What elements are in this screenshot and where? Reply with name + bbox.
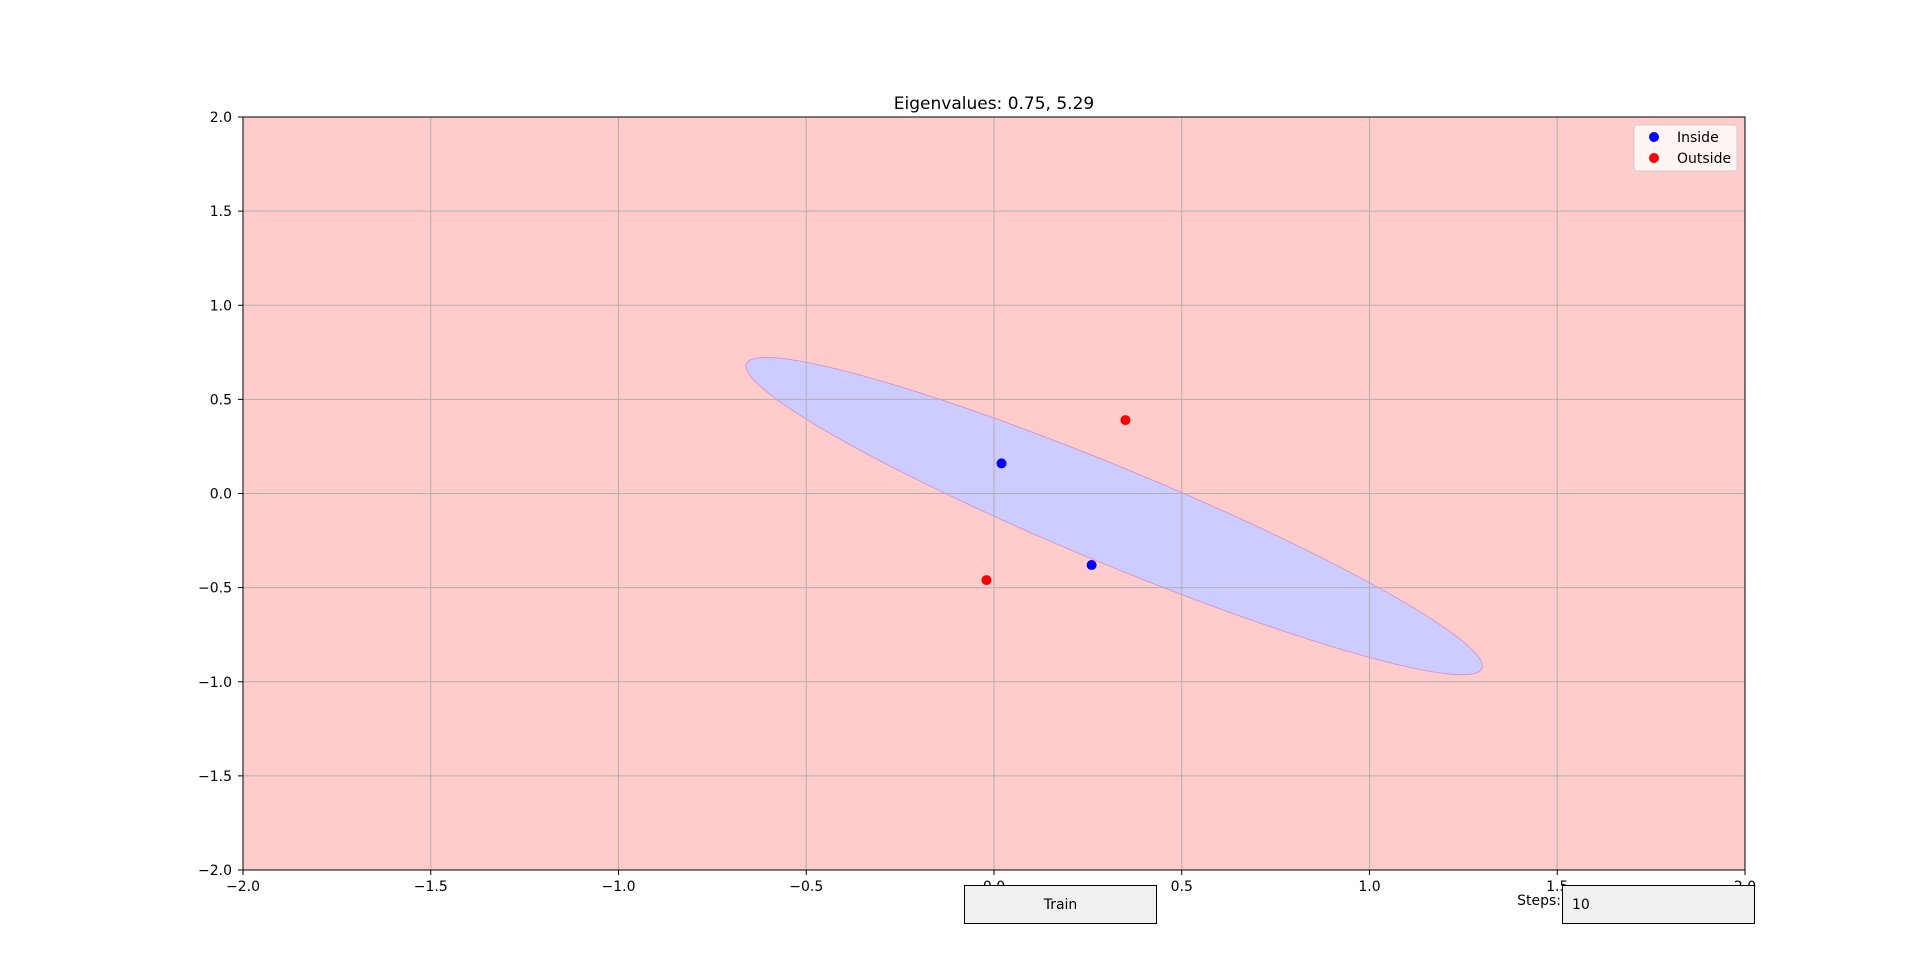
x-tick-label: −1.5 xyxy=(414,879,448,895)
x-axis: −2.0−1.5−1.0−0.50.00.51.01.52.0 xyxy=(226,870,1756,895)
inside-region-ellipse xyxy=(745,357,1483,676)
steps-input-value: 10 xyxy=(1572,896,1590,913)
inside-point xyxy=(996,458,1007,469)
y-tick-label: −1.5 xyxy=(198,769,232,785)
legend-outside-marker xyxy=(1649,153,1659,163)
legend-outside-label: Outside xyxy=(1677,151,1731,167)
x-tick-label: −1.0 xyxy=(602,879,636,895)
inside-region-layer xyxy=(745,357,1483,676)
scatter-points xyxy=(981,415,1131,586)
y-tick-label: 1.5 xyxy=(210,204,232,220)
inside-point xyxy=(1086,560,1097,571)
y-tick-label: −2.0 xyxy=(198,863,232,879)
train-button[interactable]: Train xyxy=(964,885,1157,924)
y-tick-label: 2.0 xyxy=(210,110,232,126)
train-button-label: Train xyxy=(1043,896,1078,913)
y-axis: 2.0 1.5 1.0 0.5 0.0 −0.5 −1.0 −1.5 −2.0 xyxy=(198,110,243,879)
y-tick-label: −0.5 xyxy=(198,581,232,597)
legend-inside-marker xyxy=(1649,132,1659,142)
chart-title: Eigenvalues: 0.75, 5.29 xyxy=(894,94,1094,114)
legend: Inside Outside xyxy=(1633,124,1738,172)
outside-point xyxy=(1120,415,1131,426)
legend-inside-label: Inside xyxy=(1677,130,1719,146)
x-tick-label: 0.5 xyxy=(1171,879,1193,895)
steps-input[interactable]: 10 xyxy=(1562,885,1755,924)
y-tick-label: −1.0 xyxy=(198,675,232,691)
y-tick-label: 1.0 xyxy=(210,298,232,314)
x-tick-label: −2.0 xyxy=(226,879,260,895)
y-tick-label: 0.5 xyxy=(210,392,232,408)
outside-point xyxy=(981,575,992,586)
x-tick-label: 1.0 xyxy=(1358,879,1380,895)
y-tick-label: 0.0 xyxy=(210,487,232,503)
legend-box xyxy=(1633,124,1738,172)
steps-label: Steps: xyxy=(1517,893,1561,909)
x-tick-label: −0.5 xyxy=(789,879,823,895)
